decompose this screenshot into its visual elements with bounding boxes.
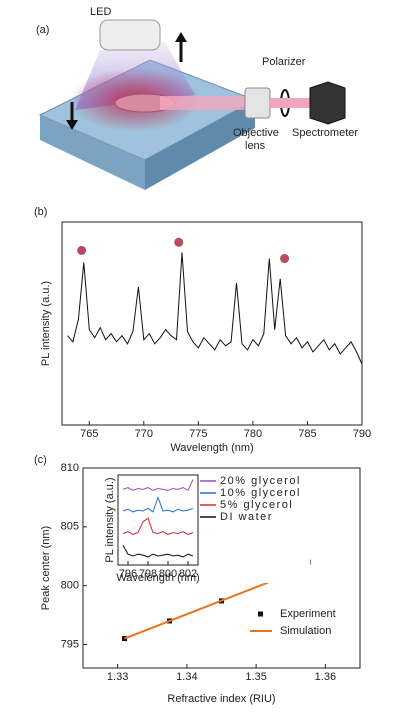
- x-axis-title: Wavelength (nm): [116, 572, 199, 584]
- led-label: LED: [90, 6, 111, 18]
- y-axis-title: Peak center (nm): [40, 526, 52, 610]
- x-tick-label: 1.33: [107, 671, 128, 683]
- marker: [280, 254, 290, 264]
- legend-label: 10% glycerol: [220, 487, 301, 499]
- x-axis-title: Wavelength (nm): [170, 442, 253, 454]
- polarizer-label: Polarizer: [262, 56, 306, 68]
- panel-label: (b): [34, 206, 47, 218]
- x-tick-label: 1.34: [176, 671, 197, 683]
- x-tick-label: 800: [159, 568, 177, 580]
- x-tick-label: 1.35: [245, 671, 266, 683]
- panel-label: (c): [34, 454, 47, 466]
- y-tick-label: 810: [61, 462, 79, 474]
- led: [99, 19, 161, 51]
- x-tick-label: 796: [119, 568, 137, 580]
- marker: [77, 245, 87, 255]
- x-tick-label: 780: [244, 428, 262, 440]
- data-line: [122, 496, 194, 513]
- y-tick-label: 805: [61, 521, 79, 533]
- data-line: [67, 252, 363, 365]
- panel-label: (a): [36, 24, 49, 36]
- spectrometer-label: Spectrometer: [292, 127, 358, 139]
- legend-label: Simulation: [280, 625, 331, 637]
- objective-label: Objective: [233, 127, 279, 139]
- x-tick-label: 785: [298, 428, 316, 440]
- x-tick-label: 802: [179, 568, 197, 580]
- x-tick-label: 1.36: [315, 671, 336, 683]
- chip-front: [145, 100, 255, 190]
- arrowhead: [175, 32, 187, 42]
- chip-side: [40, 115, 145, 190]
- legend-label: Experiment: [280, 608, 336, 620]
- x-tick-label: 765: [80, 428, 98, 440]
- legend-label: DI water: [220, 511, 273, 523]
- plot-frame: [117, 474, 199, 566]
- x-tick-label: 775: [189, 428, 207, 440]
- data-line: [122, 479, 194, 491]
- arrowhead: [66, 120, 78, 130]
- legend-label: 20% glycerol: [220, 475, 301, 487]
- data-line: [122, 517, 194, 535]
- y-tick-label: 795: [61, 638, 79, 650]
- x-axis-title: Refractive index (RIU): [167, 693, 275, 705]
- y-tick-label: 800: [61, 580, 79, 592]
- legend-label: 5% glycerol: [220, 499, 293, 511]
- y-axis-title: PL intensity (a.u.): [40, 281, 52, 366]
- legend-swatch: [258, 611, 263, 617]
- spectrometer: [309, 81, 346, 125]
- data-line: [122, 544, 194, 558]
- y-axis-title: PL intensity (a.u.): [104, 477, 116, 562]
- x-tick-label: 798: [139, 568, 157, 580]
- objective: [244, 87, 271, 119]
- plot-frame: [82, 467, 361, 669]
- marker: [174, 237, 184, 247]
- beam: [160, 96, 260, 110]
- setup-diagram: (a) LED Polarizer Objective lens Spectro…: [36, 6, 358, 190]
- x-tick-label: 790: [353, 428, 371, 440]
- objective-label: lens: [245, 140, 266, 152]
- plot-frame: [61, 221, 363, 426]
- x-tick-label: 770: [135, 428, 153, 440]
- beam: [270, 98, 310, 108]
